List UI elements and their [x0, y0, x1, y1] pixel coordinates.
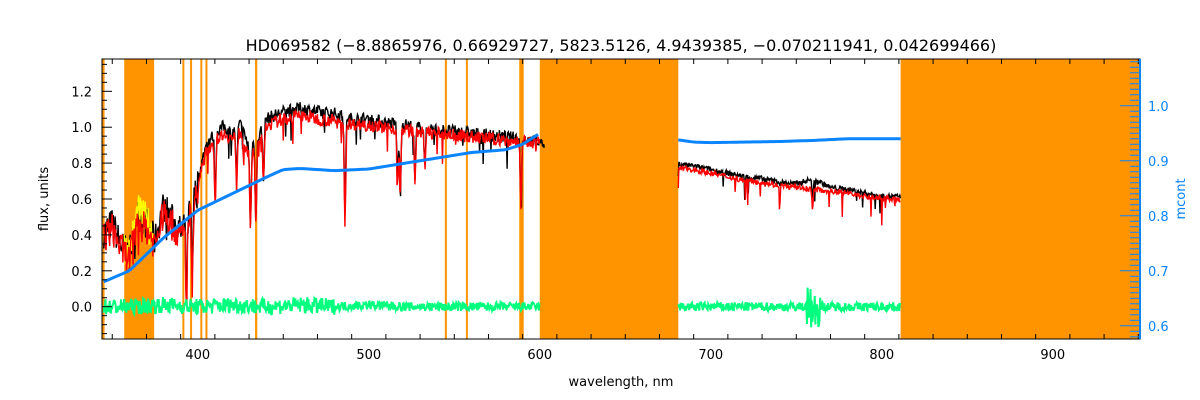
x-tick-label: 500 — [356, 348, 381, 363]
mask-band — [900, 59, 1140, 339]
y2-tick-label: 0.7 — [1148, 265, 1169, 280]
y-tick-label: 1.0 — [71, 121, 92, 136]
y2-tick-label: 0.9 — [1148, 155, 1169, 170]
x-tick-label: 600 — [527, 348, 552, 363]
mask-band — [190, 59, 193, 339]
mask-band — [182, 59, 185, 339]
residual-line — [102, 295, 541, 318]
x-tick-label: 400 — [185, 348, 210, 363]
chart-title: HD069582 (−8.8865976, 0.66929727, 5823.5… — [246, 36, 997, 55]
x-tick-label: 800 — [869, 348, 894, 363]
mask-band — [200, 59, 203, 339]
y2-axis-label: mcont — [1174, 178, 1189, 219]
model-flux-line — [677, 164, 901, 226]
x-tick-label: 900 — [1040, 348, 1065, 363]
x-tick-label: 700 — [698, 348, 723, 363]
y-tick-label: 0.2 — [71, 265, 92, 280]
mask-band — [539, 59, 679, 339]
masked-flux-line — [123, 195, 155, 268]
y-tick-label: 1.2 — [71, 85, 92, 100]
y-tick-label: 0.6 — [71, 193, 92, 208]
y2-tick-label: 1.0 — [1148, 100, 1169, 115]
mask-band — [444, 59, 447, 339]
series-layer — [102, 102, 902, 328]
y-tick-label: 0.0 — [71, 301, 92, 316]
mask-bands — [102, 59, 1140, 339]
y2-tick-label: 0.8 — [1148, 210, 1169, 225]
model-flux-line — [103, 108, 541, 308]
continuum-line — [678, 137, 901, 145]
mask-band — [205, 59, 208, 339]
mask-band — [465, 59, 468, 339]
x-axis-label: wavelength, nm — [569, 375, 674, 390]
y-tick-label: 0.8 — [71, 157, 92, 172]
axes: 400 500 600 700 800 900 0.0 0.2 0.4 0.6 0.8 1.0 1.2 0… — [71, 58, 1169, 363]
y-axis-label: flux, units — [37, 167, 52, 232]
residual-line — [677, 287, 902, 328]
y-tick-label: 0.4 — [71, 229, 92, 244]
y2-tick-label: 0.6 — [1148, 320, 1169, 335]
continuum-line — [103, 133, 539, 284]
